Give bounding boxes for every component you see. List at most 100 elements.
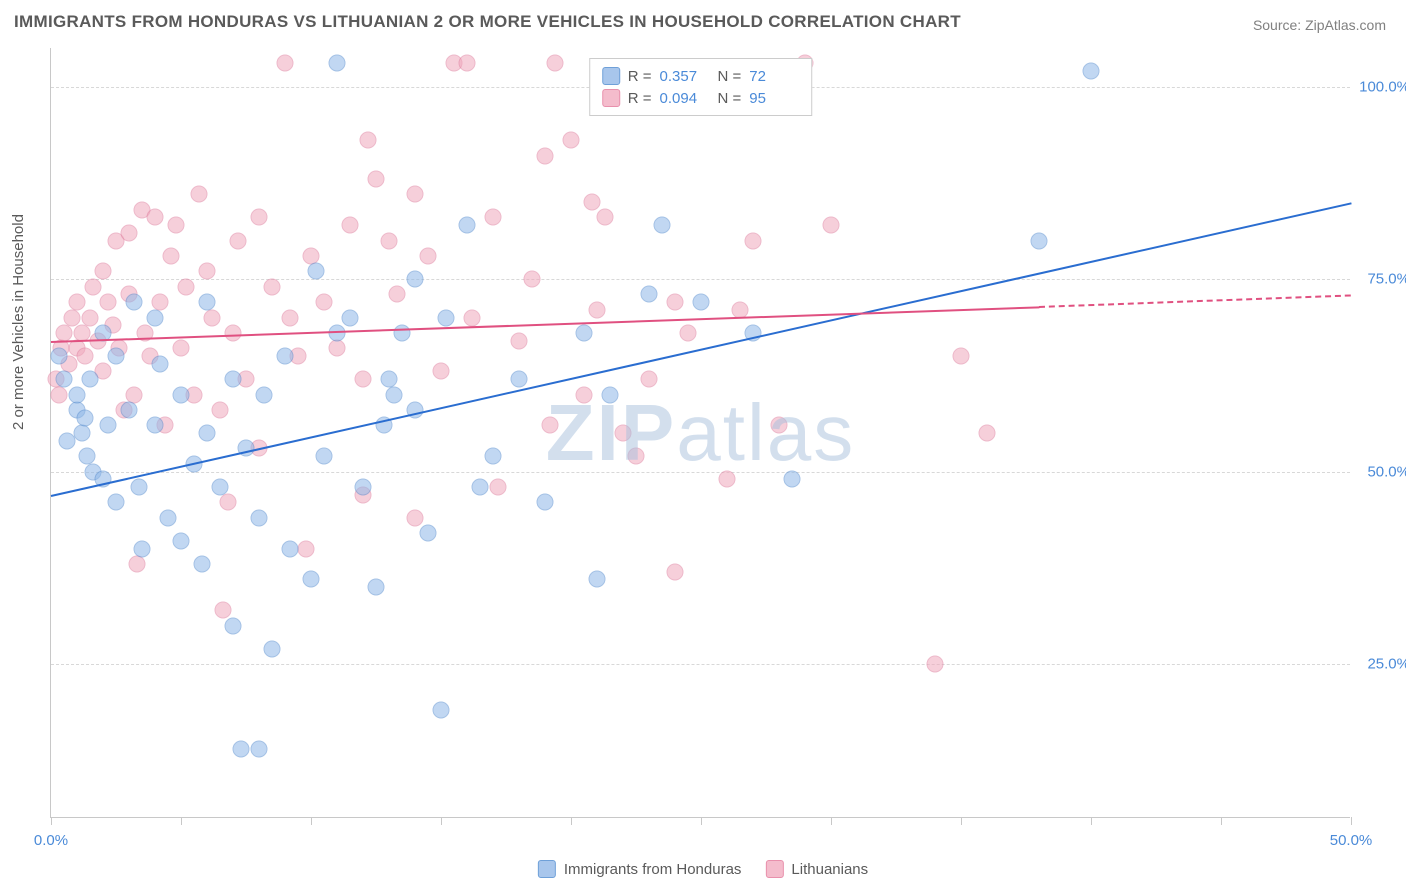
data-point: [131, 478, 148, 495]
x-tick: [1351, 817, 1352, 825]
data-point: [433, 702, 450, 719]
data-point: [282, 309, 299, 326]
x-tick: [571, 817, 572, 825]
data-point: [50, 386, 67, 403]
data-point: [511, 371, 528, 388]
data-point: [342, 217, 359, 234]
data-point: [219, 494, 236, 511]
data-point: [178, 278, 195, 295]
data-point: [485, 209, 502, 226]
data-point: [490, 478, 507, 495]
data-point: [191, 186, 208, 203]
data-point: [823, 217, 840, 234]
n-value-honduras: 72: [749, 68, 799, 85]
data-point: [355, 478, 372, 495]
swatch-pink: [602, 89, 620, 107]
swatch-blue: [602, 67, 620, 85]
data-point: [511, 332, 528, 349]
data-point: [282, 540, 299, 557]
data-point: [667, 294, 684, 311]
data-point: [979, 425, 996, 442]
data-point: [329, 340, 346, 357]
data-point: [199, 294, 216, 311]
data-point: [303, 571, 320, 588]
data-point: [472, 478, 489, 495]
data-point: [589, 571, 606, 588]
data-point: [407, 271, 424, 288]
x-tick-label: 50.0%: [1330, 832, 1373, 849]
x-tick: [831, 817, 832, 825]
data-point: [256, 386, 273, 403]
source-text: Source: ZipAtlas.com: [1253, 17, 1386, 33]
data-point: [147, 309, 164, 326]
data-point: [368, 579, 385, 596]
legend-label-honduras: Immigrants from Honduras: [564, 861, 742, 878]
data-point: [56, 371, 73, 388]
data-point: [693, 294, 710, 311]
r-label: R =: [628, 90, 652, 107]
data-point: [214, 602, 231, 619]
gridline: [51, 472, 1350, 473]
data-point: [329, 55, 346, 72]
r-value-lithuanians: 0.094: [660, 90, 710, 107]
data-point: [225, 324, 242, 341]
data-point: [308, 263, 325, 280]
n-label: N =: [718, 68, 742, 85]
data-point: [602, 386, 619, 403]
y-axis-label: 2 or more Vehicles in Household: [10, 214, 27, 430]
data-point: [360, 132, 377, 149]
data-point: [134, 540, 151, 557]
data-point: [121, 401, 138, 418]
data-point: [745, 232, 762, 249]
data-point: [204, 309, 221, 326]
data-point: [162, 247, 179, 264]
data-point: [342, 309, 359, 326]
data-point: [654, 217, 671, 234]
data-point: [576, 386, 593, 403]
y-tick-label: 100.0%: [1359, 78, 1406, 95]
data-point: [583, 194, 600, 211]
x-tick: [961, 817, 962, 825]
n-value-lithuanians: 95: [749, 90, 799, 107]
data-point: [225, 617, 242, 634]
data-point: [615, 425, 632, 442]
data-point: [251, 509, 268, 526]
data-point: [628, 448, 645, 465]
data-point: [927, 656, 944, 673]
data-point: [199, 425, 216, 442]
x-tick: [1091, 817, 1092, 825]
data-point: [576, 324, 593, 341]
data-point: [771, 417, 788, 434]
data-point: [251, 740, 268, 757]
trendline: [51, 306, 1039, 343]
data-point: [160, 509, 177, 526]
data-point: [100, 294, 117, 311]
data-point: [438, 309, 455, 326]
data-point: [82, 309, 99, 326]
data-point: [542, 417, 559, 434]
data-point: [420, 247, 437, 264]
data-point: [173, 340, 190, 357]
legend-row-honduras: R = 0.357 N = 72: [602, 65, 800, 87]
data-point: [173, 532, 190, 549]
data-point: [152, 355, 169, 372]
data-point: [381, 232, 398, 249]
plot-area: ZIPatlas R = 0.357 N = 72 R = 0.094 N = …: [50, 48, 1350, 818]
correlation-legend: R = 0.357 N = 72 R = 0.094 N = 95: [589, 58, 813, 116]
r-value-honduras: 0.357: [660, 68, 710, 85]
data-point: [58, 432, 75, 449]
trendline: [51, 202, 1351, 497]
data-point: [433, 363, 450, 380]
data-point: [121, 224, 138, 241]
x-tick: [441, 817, 442, 825]
data-point: [464, 309, 481, 326]
x-tick-label: 0.0%: [34, 832, 68, 849]
data-point: [212, 401, 229, 418]
legend-row-lithuanians: R = 0.094 N = 95: [602, 87, 800, 109]
data-point: [264, 278, 281, 295]
data-point: [407, 509, 424, 526]
data-point: [316, 448, 333, 465]
data-point: [63, 309, 80, 326]
data-point: [784, 471, 801, 488]
trendline: [1039, 294, 1351, 308]
